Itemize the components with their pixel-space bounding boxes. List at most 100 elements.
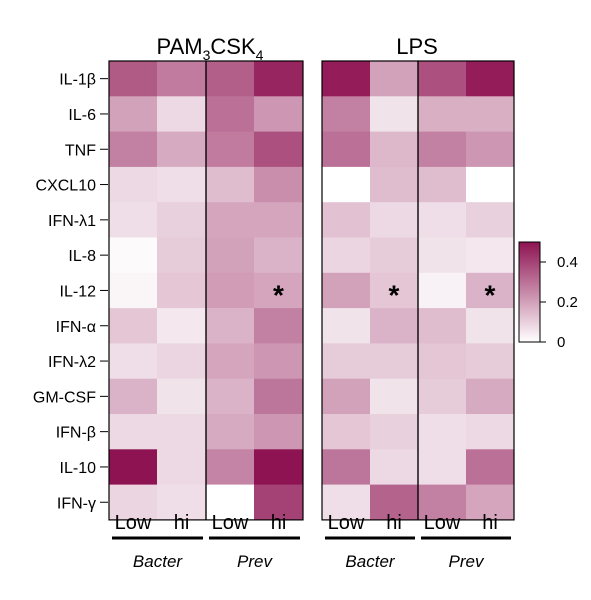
cell-ifn-1-col2	[206, 202, 255, 238]
cell-il-6-col5	[370, 96, 419, 133]
cell-ifn-col1	[157, 308, 207, 344]
cell-il-1-col5	[370, 61, 419, 97]
row-label-gm-csf: GM-CSF	[33, 389, 96, 406]
column-labels: Low hi Low hi Low hi Low hi	[115, 512, 498, 534]
column-label-hi-7: hi	[482, 512, 498, 534]
cell-ifn-col6	[418, 484, 467, 521]
colorbar-tick-label-0: 0.4	[557, 254, 578, 271]
column-label-low-6: Low	[424, 512, 461, 534]
significance-star-0: *	[273, 279, 284, 310]
cell-il-1-col6	[418, 61, 467, 97]
cell-il-1-col1	[157, 61, 207, 97]
colorbar	[518, 241, 541, 343]
cell-gm-csf-col6	[418, 378, 467, 415]
cell-il-8-col0	[109, 237, 158, 274]
cell-cxcl10-col6	[418, 166, 467, 203]
group-label-bacter-1: Bacter	[345, 552, 395, 571]
cell-il-12-col0	[109, 272, 158, 309]
cell-il-12-col2	[206, 272, 255, 309]
cell-il-8-col4	[322, 237, 371, 274]
cell-tnf-col6	[418, 131, 467, 168]
cell-gm-csf-col1	[157, 378, 207, 415]
cell-ifn-col3	[254, 484, 304, 521]
cell-il-10-col0	[109, 449, 158, 486]
group-label-bacter-0: Bacter	[133, 552, 183, 571]
cell-il-6-col6	[418, 96, 467, 133]
cell-ifn-1-col3	[254, 202, 304, 238]
cell-il-6-col7	[466, 96, 515, 133]
cell-cxcl10-col2	[206, 166, 255, 203]
cell-il-1-col4	[322, 61, 371, 97]
cell-ifn-col6	[418, 308, 467, 344]
cell-ifn-col1	[157, 414, 207, 450]
cell-ifn-col2	[206, 484, 255, 521]
cell-il-10-col1	[157, 449, 207, 486]
cell-ifn-1-col1	[157, 202, 207, 238]
row-label-ifn-2: IFN-λ2	[48, 354, 96, 371]
cell-il-12-col4	[322, 272, 371, 309]
cell-ifn-2-col3	[254, 343, 304, 380]
column-label-low-0: Low	[115, 512, 152, 534]
group-labels: Bacter Prev Bacter Prev	[112, 536, 511, 571]
cell-tnf-col5	[370, 131, 419, 168]
cell-il-12-col3	[254, 272, 304, 309]
cell-il-6-col3	[254, 96, 304, 133]
row-label-il-8: IL-8	[68, 248, 96, 265]
cell-il-12-col1	[157, 272, 207, 309]
cell-ifn-col0	[109, 484, 158, 521]
cell-gm-csf-col3	[254, 378, 304, 415]
cell-gm-csf-col2	[206, 378, 255, 415]
cell-il-10-col7	[466, 449, 515, 486]
cell-ifn-col4	[322, 484, 371, 521]
cell-ifn-1-col0	[109, 202, 158, 238]
cell-il-8-col7	[466, 237, 515, 274]
cell-tnf-col1	[157, 131, 207, 168]
cell-ifn-col5	[370, 414, 419, 450]
cell-il-8-col1	[157, 237, 207, 274]
panel-outlines	[108, 60, 515, 521]
cell-ifn-2-col6	[418, 343, 467, 380]
cell-ifn-1-col6	[418, 202, 467, 238]
cell-ifn-2-col7	[466, 343, 515, 380]
cell-il-10-col6	[418, 449, 467, 486]
column-label-low-4: Low	[328, 512, 365, 534]
row-label-il-10: IL-10	[60, 460, 97, 477]
cell-ifn-col3	[254, 308, 304, 344]
cell-il-1-col0	[109, 61, 158, 97]
cell-tnf-col0	[109, 131, 158, 168]
colorbar-tick-label-1: 0.2	[557, 294, 578, 311]
row-label-ifn-1: IFN-λ1	[48, 213, 96, 230]
row-label-cxcl10: CXCL10	[36, 178, 97, 195]
group-label-prev-0: Prev	[237, 552, 273, 571]
significance-marks: * * *	[273, 279, 496, 310]
cell-ifn-col3	[254, 414, 304, 450]
cell-il-1-col2	[206, 61, 255, 97]
cell-ifn-col4	[322, 414, 371, 450]
cell-il-6-col4	[322, 96, 371, 133]
cell-il-12-col7	[466, 272, 515, 309]
cell-gm-csf-col7	[466, 378, 515, 415]
significance-star-2: *	[485, 279, 496, 310]
row-label-il-1: IL-1β	[59, 72, 96, 89]
cell-il-6-col0	[109, 96, 158, 133]
cell-ifn-col2	[206, 308, 255, 344]
cell-ifn-1-col7	[466, 202, 515, 238]
row-label-il-12: IL-12	[60, 283, 97, 300]
cell-tnf-col4	[322, 131, 371, 168]
cell-ifn-col4	[322, 308, 371, 344]
cell-il-10-col5	[370, 449, 419, 486]
cell-ifn-col1	[157, 484, 207, 521]
row-labels: IL-1β IL-6 TNF CXCL10 IFN-λ1 IL-8 IL-12 IFN-α IF…	[33, 72, 108, 512]
cell-cxcl10-col7	[466, 166, 515, 203]
cell-cxcl10-col1	[157, 166, 207, 203]
cell-cxcl10-col3	[254, 166, 304, 203]
cell-cxcl10-col0	[109, 166, 158, 203]
panel-title-pam3csk4: PAM3CSK4	[157, 34, 264, 63]
cell-tnf-col3	[254, 131, 304, 168]
cell-ifn-col7	[466, 484, 515, 521]
column-label-hi-5: hi	[386, 512, 402, 534]
cell-il-8-col5	[370, 237, 419, 274]
group-box-1	[205, 60, 304, 521]
cell-cxcl10-col4	[322, 166, 371, 203]
row-label-tnf: TNF	[65, 142, 96, 159]
